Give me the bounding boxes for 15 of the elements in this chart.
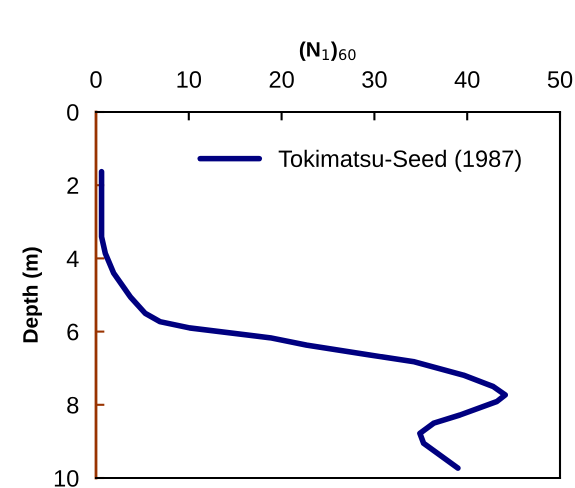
x-tick-label: 50: [548, 71, 572, 88]
y-tick-label: 0: [67, 104, 78, 121]
x-axis-title: (N$_{1}$)$_{60}$: [300, 41, 356, 61]
x-tick-label: 40: [454, 71, 480, 88]
x-tick-label: 30: [362, 71, 387, 88]
y-tick-label: 2: [67, 177, 78, 194]
legend-label: Tokimatsu-Seed (1987): [278, 150, 521, 172]
y-tick-label: 4: [66, 250, 79, 267]
y-axis-title: Depth (m): [22, 247, 42, 342]
y-tick-label: 10: [54, 470, 78, 487]
y-tick-label: 6: [67, 324, 78, 340]
x-tick-label: 0: [90, 71, 102, 88]
x-tick-label: 10: [177, 71, 202, 88]
x-tick-label: 20: [270, 71, 294, 88]
y-tick-label: 8: [67, 396, 78, 414]
